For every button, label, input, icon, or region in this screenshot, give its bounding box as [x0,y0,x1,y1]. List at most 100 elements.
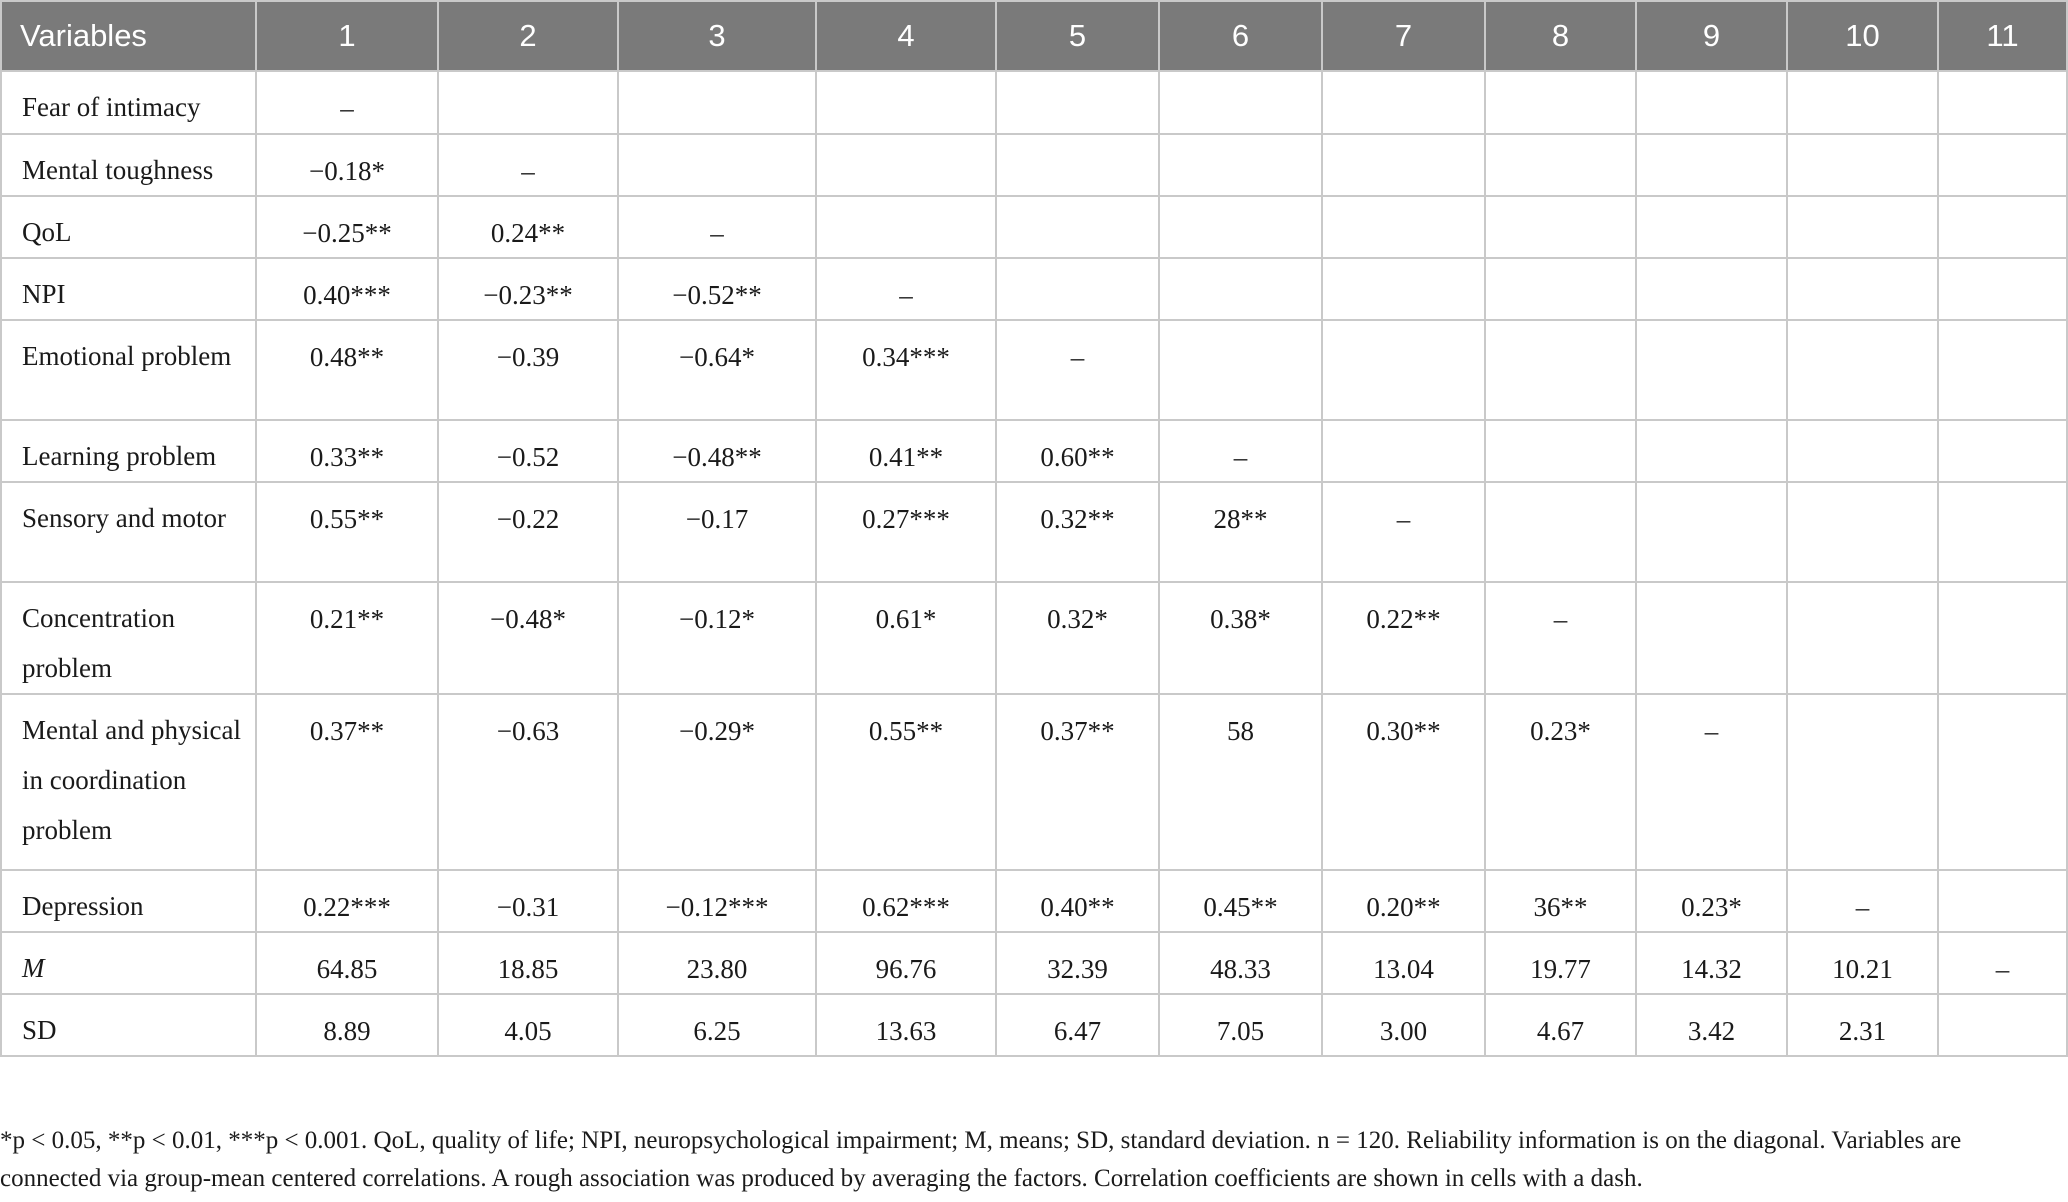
table-row: QoL −0.25** 0.24** – [0,195,2068,259]
header-col-8: 8 [1484,0,1637,72]
table-cell: – [995,319,1160,421]
table-cell [1937,195,2068,259]
table-footnote: *p < 0.05, **p < 0.01, ***p < 0.001. QoL… [0,1122,2060,1198]
table-cell: – [1937,931,2068,995]
table-cell [1635,419,1788,483]
table-cell: – [815,257,997,321]
table-cell [1937,993,2068,1057]
table-cell: −0.64* [617,319,817,421]
table-cell: 0.55** [255,481,439,583]
table-cell: 13.04 [1321,931,1486,995]
table-cell [1635,70,1788,135]
table-cell: −0.31 [437,869,619,933]
table-cell [437,70,619,135]
header-col-3: 3 [617,0,817,72]
footnote-line-1: *p < 0.05, **p < 0.01, ***p < 0.001. QoL… [0,1127,1962,1154]
table-cell: – [1786,869,1939,933]
table-cell: 0.61* [815,581,997,695]
table-row: Fear of intimacy – [0,70,2068,135]
correlation-table: Variables 1 2 3 4 5 6 7 8 9 10 11 Fear o… [0,0,2068,1057]
table-cell [995,195,1160,259]
table-row: Concentration problem 0.21** −0.48* −0.12* 0… [0,581,2068,695]
table-cell: −0.23** [437,257,619,321]
table-cell [1484,257,1637,321]
table-cell [1484,319,1637,421]
table-cell: – [1484,581,1637,695]
table-cell [995,133,1160,197]
table-cell: 0.24** [437,195,619,259]
header-col-9: 9 [1635,0,1788,72]
table-cell [1321,419,1486,483]
table-cell [1635,133,1788,197]
table-cell: 0.38* [1158,581,1323,695]
table-cell [1158,70,1323,135]
table-cell [1635,195,1788,259]
table-cell: 36** [1484,869,1637,933]
table-cell [1321,257,1486,321]
row-label: NPI [0,257,257,321]
table-cell: – [1158,419,1323,483]
table-cell: 0.48** [255,319,439,421]
table-cell [1937,319,2068,421]
table-cell: −0.39 [437,319,619,421]
table-cell [1158,195,1323,259]
table-cell [815,195,997,259]
table-cell: 0.30** [1321,693,1486,871]
table-cell [1158,133,1323,197]
header-variables: Variables [0,0,257,72]
table-row: Mental toughness −0.18* – [0,133,2068,197]
table-cell [1786,70,1939,135]
table-cell: 18.85 [437,931,619,995]
table-cell: 0.21** [255,581,439,695]
table-cell [1321,70,1486,135]
table-cell [1937,419,2068,483]
correlation-table-container: Variables 1 2 3 4 5 6 7 8 9 10 11 Fear o… [0,0,2068,1057]
table-cell: 3.00 [1321,993,1486,1057]
table-cell [1635,257,1788,321]
table-cell: – [1635,693,1788,871]
table-cell [1786,133,1939,197]
table-cell: −0.22 [437,481,619,583]
header-col-1: 1 [255,0,439,72]
table-cell [1786,693,1939,871]
table-cell [1937,70,2068,135]
table-cell: 2.31 [1786,993,1939,1057]
row-label: M [0,931,257,995]
table-cell [1321,319,1486,421]
table-cell: 0.23* [1635,869,1788,933]
table-cell: 0.34*** [815,319,997,421]
table-cell: 0.33** [255,419,439,483]
table-cell: 0.22*** [255,869,439,933]
table-cell [1937,481,2068,583]
table-cell: 0.60** [995,419,1160,483]
table-cell: 3.42 [1635,993,1788,1057]
table-cell [1937,133,2068,197]
table-cell [1158,257,1323,321]
table-cell [1321,133,1486,197]
header-col-4: 4 [815,0,997,72]
table-cell: −0.12* [617,581,817,695]
row-label: Concentration problem [0,581,257,695]
table-cell: 0.22** [1321,581,1486,695]
row-label: Mental toughness [0,133,257,197]
footnote-line-2: connected via group-mean centered correl… [0,1165,1643,1192]
table-cell: 0.45** [1158,869,1323,933]
table-cell: 6.25 [617,993,817,1057]
table-cell [1635,481,1788,583]
table-row: Emotional problem 0.48** −0.39 −0.64* 0.34**… [0,319,2068,421]
table-cell [1937,257,2068,321]
table-cell [1635,581,1788,695]
table-cell [1937,869,2068,933]
table-cell: – [437,133,619,197]
table-cell: 10.21 [1786,931,1939,995]
header-col-5: 5 [995,0,1160,72]
table-cell [1786,419,1939,483]
table-cell [995,70,1160,135]
table-row: M 64.85 18.85 23.80 96.76 32.39 48.33 13.04 19.7… [0,931,2068,995]
table-cell [1786,195,1939,259]
table-cell: 0.37** [995,693,1160,871]
table-cell [1635,319,1788,421]
table-row: Depression 0.22*** −0.31 −0.12*** 0.62*** 0.4… [0,869,2068,933]
table-cell [1786,257,1939,321]
table-cell: 0.37** [255,693,439,871]
